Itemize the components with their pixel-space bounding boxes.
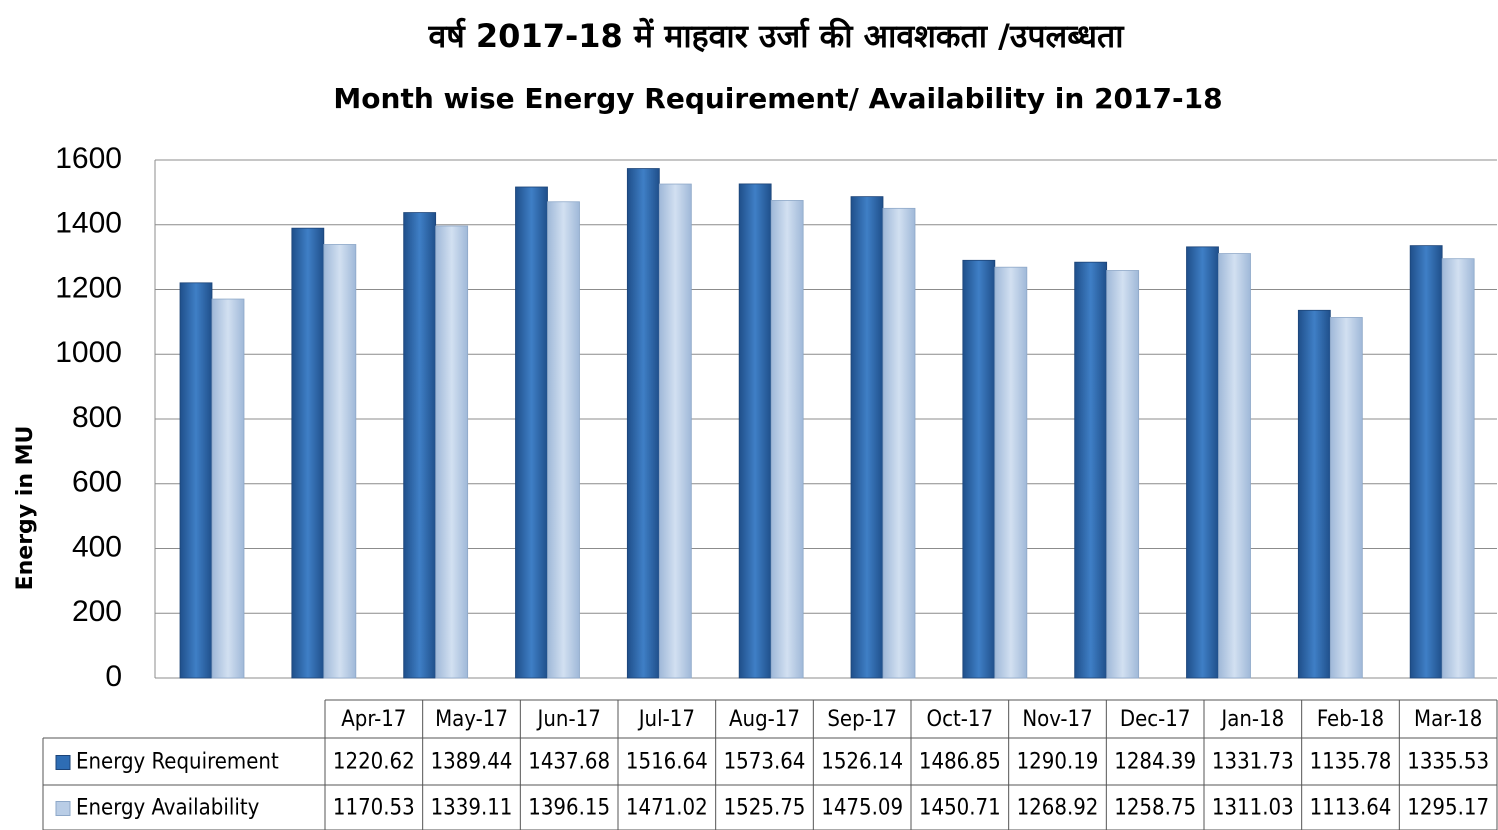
table-value: 1331.73 (1212, 750, 1294, 775)
y-tick-label: 1600 (55, 142, 122, 175)
bar (179, 282, 213, 679)
y-tick-label: 200 (72, 595, 122, 628)
bar (515, 186, 548, 679)
x-tick-label: Jan-18 (1219, 707, 1284, 732)
table-value: 1113.64 (1310, 796, 1392, 821)
table-value: 1258.75 (1114, 796, 1196, 821)
chart-title: वर्ष 2017-18 में माहवार उर्जा की आवशकता … (427, 17, 1125, 55)
legend-swatch (55, 755, 71, 770)
bar (962, 259, 996, 679)
table-value: 1284.39 (1114, 750, 1196, 775)
table-value: 1471.02 (626, 796, 708, 821)
bar (1074, 261, 1108, 679)
bar (1409, 245, 1443, 679)
legend-label: Energy Requirement (76, 750, 279, 775)
bar (1106, 270, 1140, 679)
table-value: 1475.09 (821, 796, 903, 821)
bar (211, 298, 245, 679)
y-tick-label: 400 (72, 530, 122, 563)
bar (1297, 309, 1331, 679)
y-tick-label: 1000 (55, 336, 122, 369)
bar (291, 227, 325, 679)
x-tick-label: Mar-18 (1414, 707, 1482, 732)
bar (994, 266, 1028, 679)
x-tick-label: Jun-17 (536, 707, 601, 732)
bar (770, 200, 804, 679)
table-value: 1135.78 (1310, 750, 1392, 775)
table-value: 1170.53 (333, 796, 415, 821)
bar (1329, 317, 1363, 679)
bar (435, 225, 469, 679)
table-value: 1573.64 (724, 750, 806, 775)
bar (882, 207, 916, 679)
y-tick-label: 1400 (55, 207, 122, 240)
y-tick-label: 1200 (55, 271, 122, 304)
bar (323, 244, 357, 679)
chart-subtitle: Month wise Energy Requirement/ Availabil… (333, 82, 1222, 115)
table-value: 1437.68 (528, 750, 610, 775)
table-value: 1450.71 (919, 796, 1001, 821)
x-tick-label: Feb-18 (1317, 707, 1384, 732)
bar (1186, 246, 1219, 679)
table-value: 1220.62 (333, 750, 415, 775)
table-value: 1290.19 (1017, 750, 1099, 775)
bar (403, 212, 437, 679)
table-value: 1389.44 (431, 750, 513, 775)
table-value: 1268.92 (1017, 796, 1099, 821)
bar (626, 168, 660, 679)
table-value: 1526.14 (821, 750, 903, 775)
bar (1441, 258, 1475, 679)
x-tick-label: Sep-17 (827, 707, 897, 732)
table-value: 1311.03 (1212, 796, 1294, 821)
bar (1218, 253, 1251, 679)
x-tick-label: May-17 (435, 707, 508, 732)
table-value: 1335.53 (1407, 750, 1489, 775)
y-tick-label: 800 (72, 401, 122, 434)
bar (658, 183, 692, 679)
x-tick-label: Nov-17 (1022, 707, 1092, 732)
x-tick-label: Apr-17 (341, 707, 406, 732)
bar (547, 201, 580, 679)
table-value: 1396.15 (528, 796, 610, 821)
table-value: 1525.75 (724, 796, 806, 821)
y-axis-label: Energy in MU (13, 426, 38, 591)
y-tick-label: 0 (105, 660, 122, 693)
table-value: 1295.17 (1407, 796, 1489, 821)
bar (850, 196, 884, 679)
legend-swatch (55, 801, 71, 816)
y-tick-label: 600 (72, 466, 122, 499)
table-value: 1339.11 (431, 796, 513, 821)
x-tick-label: Oct-17 (927, 707, 994, 732)
legend-label: Energy Availability (76, 796, 260, 821)
table-value: 1486.85 (919, 750, 1001, 775)
x-tick-label: Jul-17 (637, 707, 695, 732)
x-tick-label: Aug-17 (729, 707, 800, 732)
bar (738, 183, 772, 679)
x-tick-label: Dec-17 (1120, 707, 1191, 732)
table-value: 1516.64 (626, 750, 708, 775)
